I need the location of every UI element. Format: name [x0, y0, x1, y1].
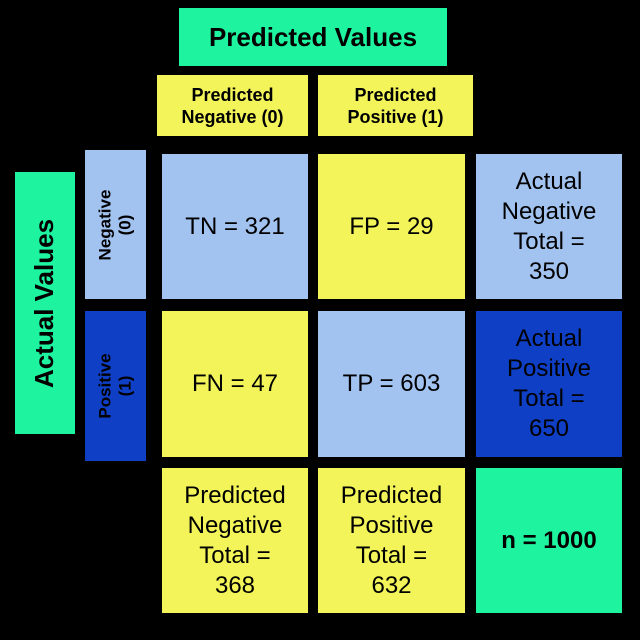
actual-negative-total-line4: 350 — [528, 257, 570, 285]
false-negative-value: FN = 47 — [191, 370, 279, 397]
predicted-negative-total-cell: Predicted Negative Total = 368 — [162, 468, 308, 613]
predicted-positive-total-line4: 632 — [371, 571, 412, 599]
predicted-negative-header-line1: Predicted — [191, 84, 274, 105]
predicted-values-title-text: Predicted Values — [208, 21, 418, 52]
predicted-negative-header-line2: Negative (0) — [181, 106, 284, 127]
actual-positive-header: Positive (1) — [85, 311, 146, 461]
predicted-negative-total-line2: Negative — [187, 511, 283, 539]
false-positive-cell: FP = 29 — [318, 154, 465, 299]
actual-positive-total-line2: Positive — [506, 355, 592, 382]
actual-positive-total-line4: 650 — [528, 415, 570, 442]
predicted-positive-header-line2: Positive (1) — [347, 106, 444, 127]
false-negative-cell: FN = 47 — [162, 311, 308, 457]
actual-positive-total-line3: Total = — [513, 385, 585, 412]
predicted-positive-header-line1: Predicted — [354, 84, 437, 105]
grand-total-value: n = 1000 — [501, 526, 597, 554]
predicted-negative-total-line3: Total = — [199, 541, 271, 569]
predicted-negative-total-line4: 368 — [214, 571, 256, 599]
actual-negative-header-line1: Negative — [95, 189, 115, 260]
actual-positive-header-line2: (1) — [115, 375, 135, 397]
grand-total-cell: n = 1000 — [476, 468, 622, 613]
predicted-positive-header: Predicted Positive (1) — [318, 75, 473, 136]
true-positive-value: TP = 603 — [342, 370, 441, 397]
true-negative-value: TN = 321 — [185, 212, 285, 240]
actual-negative-header: Negative (0) — [85, 150, 146, 299]
predicted-positive-total-cell: Predicted Positive Total = 632 — [318, 468, 465, 613]
predicted-negative-total-line1: Predicted — [184, 481, 286, 509]
true-negative-cell: TN = 321 — [162, 154, 308, 299]
actual-negative-total-line1: Actual — [515, 167, 583, 195]
true-positive-cell: TP = 603 — [318, 311, 465, 457]
actual-positive-header-line1: Positive — [95, 353, 115, 419]
actual-positive-total-cell: Actual Positive Total = 650 — [476, 311, 622, 457]
actual-negative-total-line2: Negative — [501, 197, 597, 225]
predicted-negative-header: Predicted Negative (0) — [157, 75, 308, 136]
actual-negative-total-cell: Actual Negative Total = 350 — [476, 154, 622, 299]
actual-positive-total-line1: Actual — [515, 325, 583, 352]
actual-negative-total-line3: Total = — [513, 227, 585, 255]
actual-values-title: Actual Values — [15, 172, 75, 434]
predicted-positive-total-line1: Predicted — [340, 481, 443, 509]
actual-values-title-text: Actual Values — [29, 218, 60, 388]
predicted-values-title: Predicted Values — [179, 8, 447, 66]
predicted-positive-total-line3: Total = — [355, 541, 428, 569]
actual-negative-header-line2: (0) — [115, 214, 135, 235]
false-positive-value: FP = 29 — [349, 212, 434, 240]
predicted-positive-total-line2: Positive — [349, 511, 434, 539]
